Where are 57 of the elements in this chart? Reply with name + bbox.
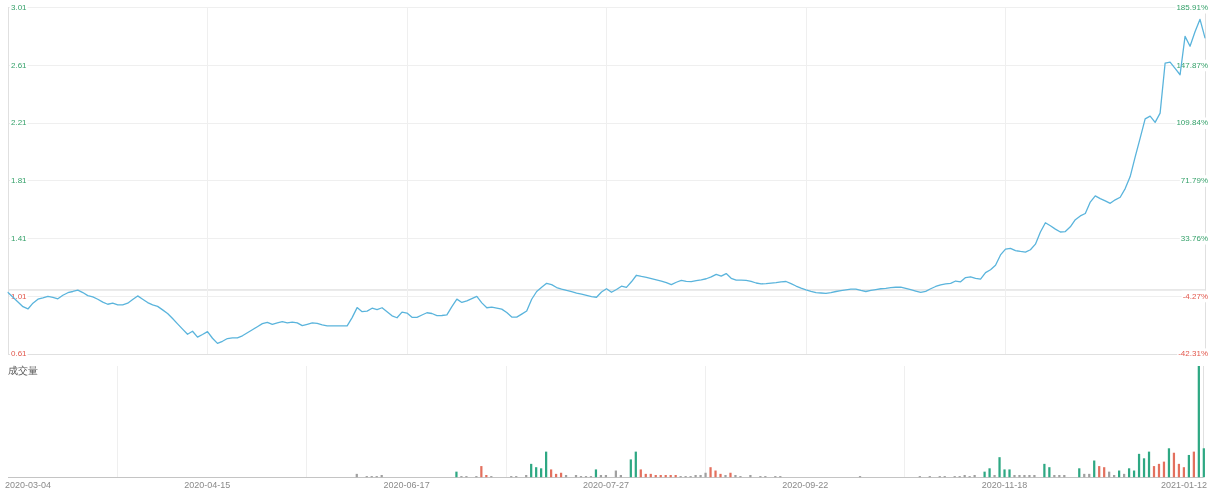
y-tick-label: 0.61 [11, 349, 28, 359]
bar [1078, 468, 1081, 478]
bar [724, 474, 727, 478]
x-tick-label: 2020-09-22 [782, 480, 829, 491]
bar [1142, 458, 1146, 478]
y-tick-label: 1.01 [11, 291, 28, 301]
x-tick-label: 2020-03-04 [4, 480, 51, 491]
bar [540, 468, 543, 478]
bar [749, 474, 752, 478]
chart-title: 成交量 [8, 364, 38, 376]
bar [1033, 474, 1036, 478]
bar [709, 467, 712, 478]
bar [1018, 474, 1021, 478]
bar [1043, 463, 1046, 478]
x-tick-label: 2020-06-17 [383, 480, 430, 491]
y-tick-label: 2.61 [11, 60, 28, 70]
bar [455, 471, 458, 478]
y-tick-label: 3.01 [11, 3, 28, 12]
y2-tick-label: -42.31% [1178, 349, 1208, 359]
bar [729, 472, 732, 478]
y2-tick-label: -4.27% [1182, 291, 1208, 301]
y2-tick-label: 109.84% [1176, 118, 1208, 128]
bar [694, 474, 697, 478]
bar [993, 474, 996, 478]
x-tick-label: 2021-01-12 [1160, 480, 1207, 491]
bar [1008, 469, 1011, 478]
bar [714, 470, 717, 478]
bar [594, 469, 598, 478]
y2-tick-label: 147.87% [1176, 60, 1208, 70]
bar [719, 473, 722, 478]
bar [1023, 474, 1026, 478]
x-tick-label: 2020-04-15 [184, 480, 231, 491]
x-tick-label: 2020-07-27 [582, 480, 629, 491]
x-tick-label: 2020-11-18 [981, 480, 1028, 491]
bar [998, 457, 1001, 478]
bar [1182, 467, 1186, 478]
bar [549, 469, 553, 478]
bar [629, 459, 632, 478]
bar [639, 469, 642, 478]
y-tick-label: 1.81 [11, 176, 28, 186]
bar [1127, 468, 1131, 478]
bar [699, 474, 702, 478]
bar [734, 474, 737, 478]
y2-tick-label: 71.79% [1180, 176, 1208, 186]
bar [1003, 469, 1006, 478]
bar [704, 472, 707, 478]
y-tick-label: 1.41 [11, 233, 28, 243]
y2-tick-label: 185.91% [1176, 3, 1208, 12]
y-tick-label: 2.21 [11, 118, 28, 128]
bar [1048, 467, 1051, 478]
bar [535, 467, 538, 478]
bar [983, 471, 986, 478]
bar [1028, 474, 1031, 478]
bar [1013, 474, 1016, 478]
bar [1103, 467, 1106, 478]
bar [988, 468, 991, 478]
y2-tick-label: 33.76% [1180, 233, 1208, 243]
